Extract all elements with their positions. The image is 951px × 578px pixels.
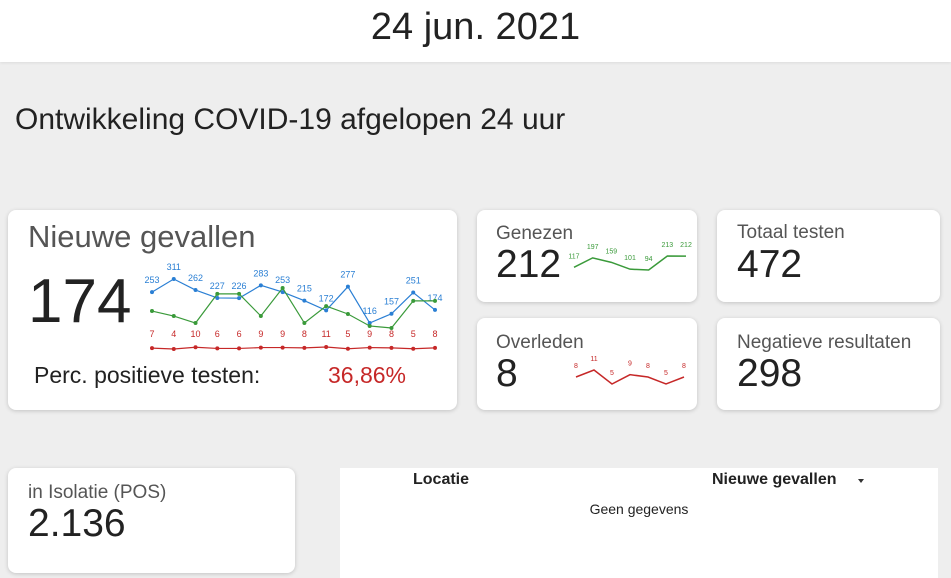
card-total-tests <box>717 210 940 302</box>
card-label: in Isolatie (POS) <box>28 482 167 503</box>
perc-label: Perc. positieve testen: <box>34 362 261 388</box>
card-value: 472 <box>737 243 803 286</box>
card-value: 2.136 <box>28 502 126 545</box>
card-label: Totaal testen <box>737 222 845 243</box>
card-value: 212 <box>496 243 562 286</box>
card-label: Genezen <box>496 223 574 244</box>
perc-value: 36,86% <box>328 362 407 388</box>
card-value: 8 <box>496 352 518 395</box>
card-value: 298 <box>737 352 803 395</box>
table <box>340 468 938 578</box>
column-header[interactable]: Nieuwe gevallen <box>712 471 837 488</box>
column-header[interactable]: Locatie <box>413 471 470 488</box>
card-deceased <box>477 318 697 410</box>
card-isolation <box>8 468 295 573</box>
card-negative <box>717 318 940 410</box>
page-title: Ontwikkeling COVID-19 afgelopen 24 uur <box>15 103 566 136</box>
date: 24 jun. 2021 <box>370 6 581 48</box>
card-label: Overleden <box>496 332 584 353</box>
header <box>0 0 951 62</box>
card-label: Negatieve resultaten <box>737 332 912 353</box>
empty-message: Geen gegevens <box>589 501 689 517</box>
sort-icon[interactable] <box>857 478 865 484</box>
card-value: 174 <box>28 267 132 336</box>
card-label: Nieuwe gevallen <box>28 219 256 254</box>
